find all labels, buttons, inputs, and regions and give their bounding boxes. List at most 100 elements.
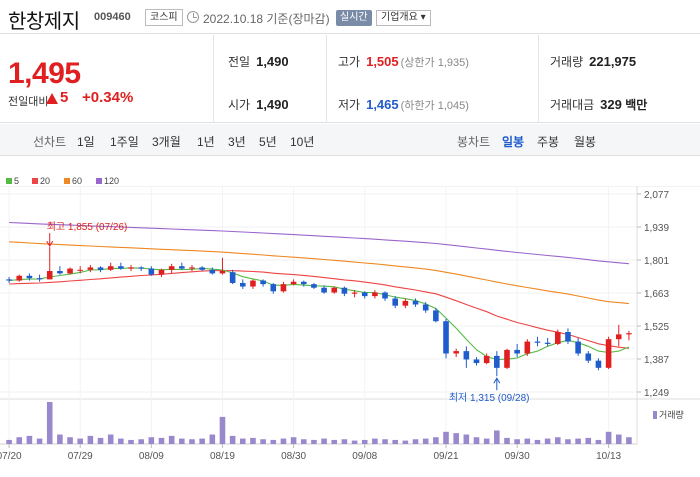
legend-item-ma5: 5 (6, 176, 19, 186)
volume-bar (575, 438, 581, 444)
candle-body (392, 298, 399, 306)
volume-bar (453, 433, 459, 444)
candle-body (107, 266, 114, 270)
tab-weekly[interactable]: 주봉 (537, 135, 560, 149)
candle-body (412, 300, 419, 305)
candle-body (514, 349, 520, 354)
volume-bar (331, 439, 338, 444)
volume-bar (97, 437, 104, 444)
tab-3years[interactable]: 3년 (228, 135, 246, 149)
stat-value: 1,490 (256, 97, 289, 112)
volume-bar (544, 438, 551, 444)
volume-bar (585, 437, 592, 444)
candle-body (260, 280, 266, 285)
candle-body (483, 355, 490, 364)
candle-body (565, 331, 571, 342)
upper-limit: (상한가 1,935) (400, 57, 469, 69)
base-date: 2022.10.18 기준(장마감) (203, 12, 330, 26)
candle-body (473, 359, 480, 364)
tab-1day[interactable]: 1일 (77, 135, 95, 149)
stat-prev-close: 전일 1,490 (228, 53, 289, 70)
price-panel: 1,495 전일대비 5 +0.34% 전일 1,490 시가 1,490 고가 1,… (0, 35, 700, 123)
realtime-button[interactable]: 실시간 (336, 10, 372, 26)
x-tick-label: 08/30 (281, 451, 306, 462)
change-amount: 5 (60, 89, 69, 106)
volume-bar (128, 439, 134, 444)
volume-bar (463, 434, 470, 444)
candle-body (544, 342, 551, 344)
volume-bar (138, 439, 144, 444)
x-tick-label: 09/21 (434, 451, 459, 462)
stat-open: 시가 1,490 (228, 96, 289, 113)
volume-legend-label: 거래량 (659, 410, 684, 420)
tab-3months[interactable]: 3개월 (152, 135, 181, 149)
volume-bar (473, 437, 480, 444)
volume-bar (118, 438, 124, 444)
tab-1week[interactable]: 1주일 (110, 135, 139, 149)
volume-bar (351, 440, 358, 444)
candle-body (321, 287, 327, 293)
lower-limit: (하한가 1,045) (400, 100, 469, 112)
tab-candle-chart: 봉차트 (457, 135, 491, 149)
candle-body (168, 266, 175, 270)
stat-value: 1,490 (256, 54, 289, 69)
candle-body (494, 355, 500, 368)
candle-body (595, 360, 602, 368)
candle-body (463, 351, 470, 360)
stock-name: 한창제지 (8, 11, 80, 33)
volume-bar (392, 439, 399, 444)
stat-amount: 거래대금 329 백만 (550, 96, 647, 113)
candle-body (341, 287, 348, 294)
volume-bar (87, 435, 94, 444)
volume-bar (300, 439, 307, 444)
candle-body (402, 300, 409, 306)
candle-body (209, 269, 216, 274)
candle-body (433, 310, 439, 322)
legend-swatch (64, 178, 70, 184)
volume-swatch (653, 411, 657, 419)
volume-bar (341, 439, 348, 444)
y-tick-label: 1,525 (644, 322, 669, 333)
tab-daily[interactable]: 일봉 (502, 135, 525, 149)
stat-label: 전일 (228, 55, 251, 69)
tab-monthly[interactable]: 월봉 (574, 135, 597, 149)
candle-body (219, 271, 226, 274)
volume-bar (626, 437, 632, 444)
volume-bar (36, 438, 43, 444)
candle-body (229, 272, 236, 283)
volume-bar (595, 439, 602, 444)
candlestick-chart[interactable]: 2,077 1,939 1,801 1,663 1,525 1,387 1,249 07/20… (0, 186, 700, 477)
candle-body (605, 339, 612, 368)
stat-high: 고가 1,505 (상한가 1,935) (338, 53, 469, 70)
candle-body (148, 268, 155, 275)
volume-bar (422, 438, 429, 444)
tab-10years[interactable]: 10년 (290, 135, 315, 149)
change-label: 전일대비 (8, 96, 49, 108)
volume-bar (270, 439, 277, 444)
volume-bar (534, 439, 541, 444)
company-overview-button[interactable]: 기업개요 ▾ (376, 10, 431, 26)
volume-bar (260, 439, 266, 444)
volume-bar (209, 434, 216, 444)
current-price: 1,495 (8, 57, 81, 90)
volume-bar (229, 435, 236, 444)
x-tick-label: 08/19 (210, 451, 235, 462)
clock-icon (187, 11, 199, 23)
volume-bar (250, 437, 256, 444)
volume-bar (67, 437, 73, 444)
candle-body (585, 353, 592, 361)
volume-bar (168, 435, 175, 444)
volume-bar (382, 439, 388, 444)
candle-body (179, 266, 185, 269)
candle-body (158, 269, 165, 275)
candle-body (138, 267, 144, 269)
volume-bar (504, 437, 510, 444)
volume-bar (16, 437, 23, 444)
tab-1year[interactable]: 1년 (197, 135, 215, 149)
volume-bar (615, 434, 622, 444)
stat-unit: 백만 (625, 98, 648, 112)
volume-bar (219, 416, 226, 444)
y-tick-label: 1,249 (644, 388, 669, 399)
volume-bar (443, 431, 449, 444)
tab-5years[interactable]: 5년 (259, 135, 277, 149)
